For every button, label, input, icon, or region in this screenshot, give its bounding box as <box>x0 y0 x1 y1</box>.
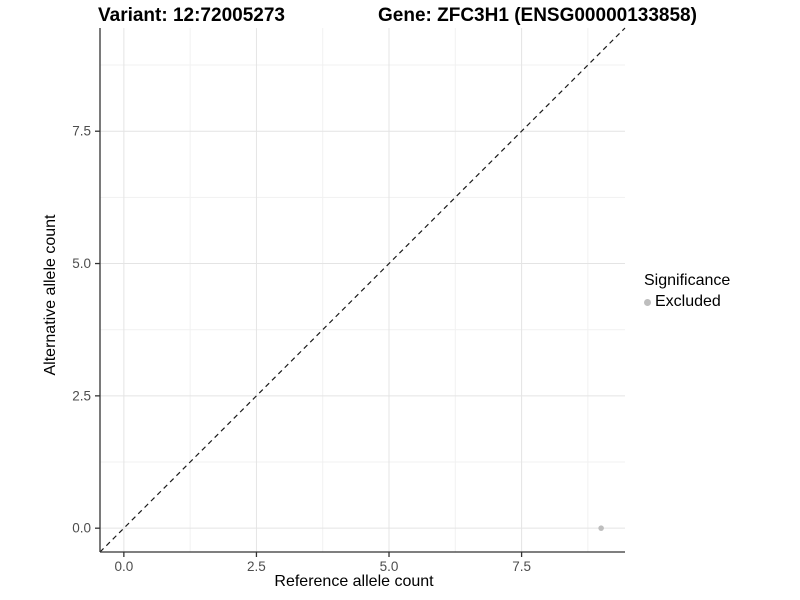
x-axis-title: Reference allele count <box>274 573 434 590</box>
y-tick-label: 0.0 <box>72 521 91 536</box>
data-point <box>598 525 604 531</box>
gene-title: Gene: ZFC3H1 (ENSG00000133858) <box>378 5 697 26</box>
legend-item-excluded: Excluded <box>644 293 730 311</box>
y-axis-title: Alternative allele count <box>42 214 59 376</box>
legend-title: Significance <box>644 272 731 289</box>
variant-title: Variant: 12:72005273 <box>98 5 285 26</box>
y-tick-label: 2.5 <box>72 388 91 403</box>
legend-item-label: Excluded <box>655 293 721 310</box>
y-tick-label: 7.5 <box>72 124 91 139</box>
x-tick-label: 5.0 <box>380 559 399 574</box>
legend-key-dot-icon <box>644 298 651 306</box>
x-tick-label: 2.5 <box>247 559 266 574</box>
y-tick-label: 5.0 <box>72 256 91 271</box>
identity-reference-line <box>99 27 626 553</box>
x-tick-label: 0.0 <box>114 559 133 574</box>
legend: Significance Excluded <box>644 272 730 311</box>
x-tick-label: 7.5 <box>512 559 531 574</box>
